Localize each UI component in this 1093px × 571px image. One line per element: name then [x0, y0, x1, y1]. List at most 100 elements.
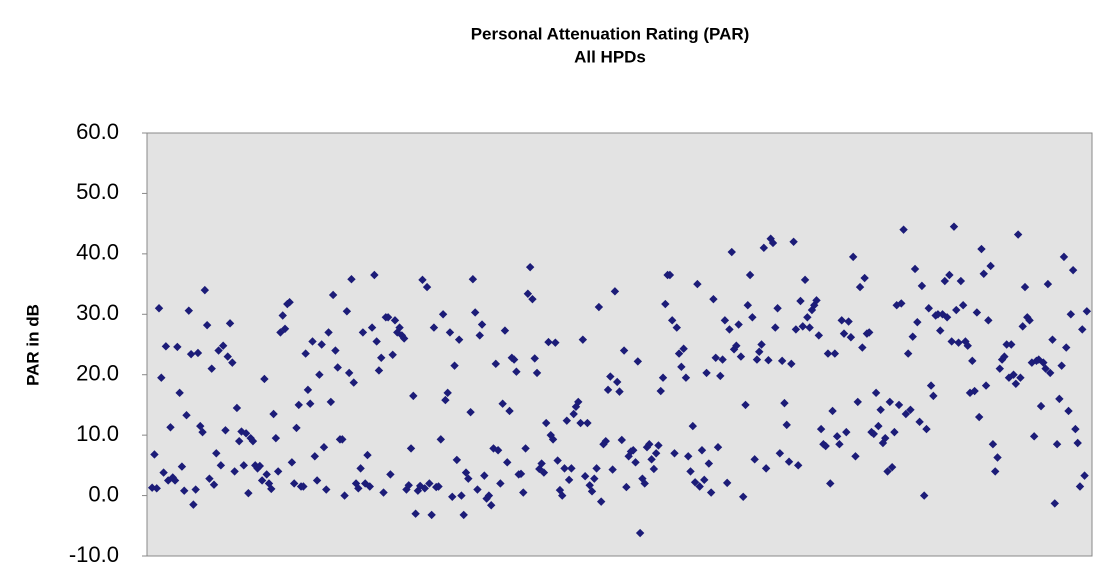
point	[1048, 335, 1057, 344]
point	[1025, 316, 1034, 325]
point	[606, 372, 615, 381]
point	[842, 427, 851, 437]
point	[1007, 340, 1016, 349]
point	[312, 476, 322, 485]
point	[654, 441, 663, 450]
y-axis-label: PAR in dB	[23, 304, 42, 386]
point	[1045, 368, 1055, 378]
point	[287, 458, 297, 467]
point	[1075, 482, 1085, 491]
point	[567, 464, 576, 473]
point	[743, 301, 752, 310]
point	[716, 371, 725, 381]
point	[1000, 352, 1009, 361]
point	[418, 275, 427, 285]
point	[613, 377, 622, 387]
point	[1050, 499, 1059, 508]
point	[241, 429, 251, 438]
chart-subtitle: All HPDs	[574, 47, 646, 66]
point	[1043, 279, 1053, 289]
point	[1002, 340, 1011, 349]
point	[741, 400, 750, 410]
point	[285, 298, 294, 307]
point	[1071, 424, 1080, 434]
point	[379, 488, 388, 497]
point	[736, 352, 746, 361]
point	[784, 457, 794, 466]
point	[1027, 358, 1037, 367]
point	[899, 225, 908, 234]
point	[338, 435, 347, 444]
point	[693, 279, 702, 289]
point	[734, 320, 743, 329]
point	[182, 411, 191, 420]
point	[725, 325, 734, 334]
point	[294, 400, 303, 410]
point	[761, 464, 771, 473]
point	[768, 238, 778, 248]
point	[516, 469, 526, 479]
point	[993, 453, 1002, 462]
point	[619, 346, 629, 355]
point	[821, 441, 830, 451]
point	[244, 488, 253, 498]
point	[1004, 373, 1014, 382]
point	[175, 388, 184, 398]
point	[1066, 310, 1076, 319]
point	[690, 478, 700, 487]
point	[299, 482, 308, 491]
point	[828, 406, 837, 416]
point	[727, 247, 736, 257]
point	[596, 497, 606, 506]
y-tick-label: 10.0	[76, 421, 119, 446]
point	[757, 340, 766, 349]
point	[729, 345, 739, 354]
point	[924, 304, 933, 313]
point	[200, 285, 210, 295]
point	[480, 471, 489, 480]
point	[344, 368, 354, 378]
point	[528, 294, 537, 304]
point	[202, 320, 212, 330]
point	[232, 403, 242, 413]
plot-area	[146, 132, 1093, 557]
point	[601, 436, 610, 446]
point	[695, 482, 704, 491]
point	[908, 332, 917, 341]
point	[883, 467, 892, 476]
point	[835, 440, 844, 449]
point	[409, 391, 418, 401]
point	[897, 299, 906, 308]
point	[855, 282, 865, 292]
point	[386, 470, 395, 479]
point	[968, 356, 977, 366]
point	[1055, 394, 1064, 404]
point	[711, 353, 720, 362]
point	[826, 479, 835, 488]
point	[608, 465, 617, 474]
point	[228, 358, 237, 367]
point	[498, 399, 507, 408]
point	[303, 385, 313, 395]
point	[340, 491, 349, 500]
point	[326, 397, 336, 407]
point	[383, 313, 393, 322]
point	[177, 462, 187, 471]
point	[745, 270, 755, 280]
point	[970, 386, 979, 396]
point	[1059, 252, 1069, 262]
point	[752, 355, 762, 364]
point	[271, 433, 281, 443]
point	[640, 479, 649, 488]
point	[803, 313, 812, 322]
point	[569, 409, 578, 419]
point	[995, 364, 1004, 373]
point	[709, 294, 718, 304]
point	[622, 482, 631, 492]
point	[1036, 401, 1046, 411]
point	[289, 479, 299, 488]
point	[789, 237, 798, 246]
point	[404, 481, 413, 490]
point	[1013, 230, 1023, 239]
